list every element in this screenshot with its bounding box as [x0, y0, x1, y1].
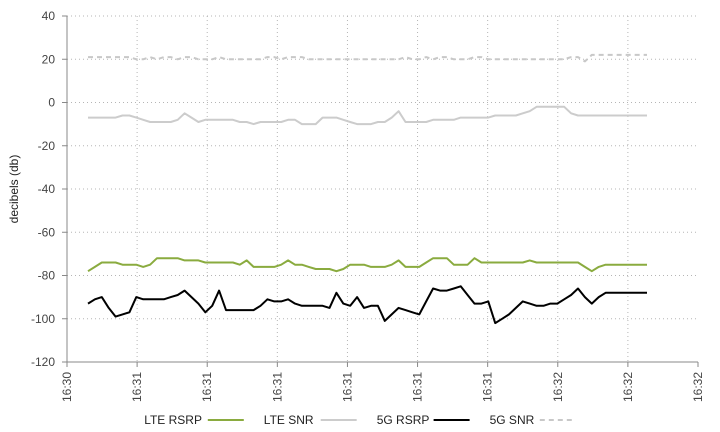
series-lines — [87, 53, 647, 325]
x-tick-label: 16:31 — [270, 372, 284, 402]
grid-lines — [67, 15, 698, 362]
x-tick-label: 16:31 — [481, 372, 495, 402]
y-tick-label: -60 — [38, 225, 56, 239]
series-line-lte-rsrp — [87, 257, 647, 273]
legend-label: LTE RSRP — [144, 413, 202, 427]
legend-label: 5G RSRP — [377, 413, 430, 427]
y-axis-title: decibels (db) — [7, 155, 21, 224]
series-line-5g-snr — [88, 53, 647, 63]
x-axis-ticks: 16:30 16:31 16:31 16:31 16:31 16:31 16:31 16:32… — [60, 362, 705, 402]
y-tick-label: -80 — [38, 269, 56, 283]
y-tick-label: 20 — [42, 52, 56, 66]
x-tick-label: 16:30 — [60, 372, 74, 402]
y-tick-label: 0 — [48, 96, 55, 110]
y-tick-label: -20 — [38, 139, 56, 153]
x-tick-label: 16:32 — [551, 372, 565, 402]
x-tick-label: 16:32 — [621, 372, 635, 402]
x-tick-label: 16:31 — [340, 372, 354, 402]
x-tick-label: 16:31 — [200, 372, 214, 402]
x-tick-label: 16:31 — [411, 372, 425, 402]
x-tick-label: 16:32 — [691, 372, 705, 402]
y-axis-ticks: 40 20 0 -20 -40 -60 -80 -100 -120 — [31, 9, 67, 369]
y-tick-label: -40 — [38, 182, 56, 196]
legend-label: LTE SNR — [264, 413, 314, 427]
series-line-5g-rsrp — [87, 285, 647, 325]
y-tick-label: 40 — [42, 9, 56, 23]
y-tick-label: -120 — [31, 355, 55, 369]
x-tick-label: 16:31 — [130, 372, 144, 402]
legend-label: 5G SNR — [490, 413, 535, 427]
series-line-lte-snr — [88, 105, 647, 126]
y-tick-label: -100 — [31, 312, 55, 326]
legend: LTE RSRP LTE SNR 5G RSRP 5G SNR — [144, 413, 576, 427]
